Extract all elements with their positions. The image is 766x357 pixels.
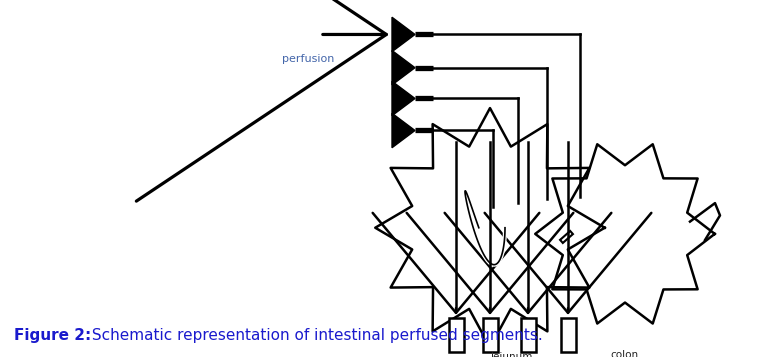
Bar: [521, 318, 535, 352]
Text: colon: colon: [610, 350, 638, 357]
Text: Figure 2:: Figure 2:: [14, 328, 91, 343]
Text: jejunum: jejunum: [490, 352, 532, 357]
Bar: [561, 318, 575, 352]
Polygon shape: [392, 17, 415, 52]
Bar: [449, 318, 463, 352]
Text: perfusion: perfusion: [282, 54, 335, 64]
Bar: [483, 318, 497, 352]
Polygon shape: [392, 50, 415, 85]
Polygon shape: [392, 113, 415, 148]
Polygon shape: [392, 81, 415, 116]
Text: Schematic representation of intestinal perfused segments.: Schematic representation of intestinal p…: [87, 328, 542, 343]
